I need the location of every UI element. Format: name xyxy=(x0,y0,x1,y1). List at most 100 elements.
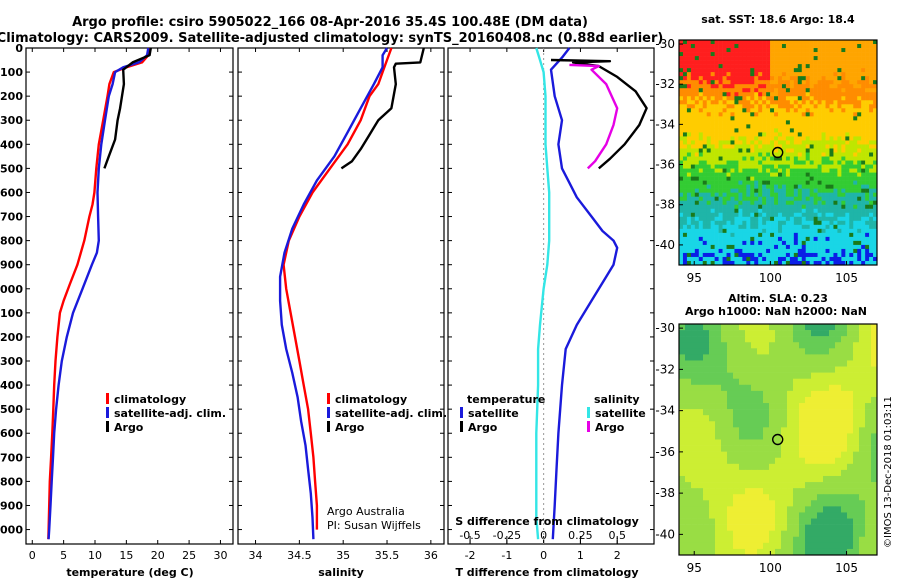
map-cell xyxy=(718,228,723,234)
map-cell xyxy=(746,196,751,202)
map-cell xyxy=(823,336,830,343)
map-cell xyxy=(833,152,838,157)
map-cell xyxy=(801,124,807,129)
map-cell xyxy=(869,180,874,185)
map-cell xyxy=(847,530,854,538)
map-cell xyxy=(751,530,758,538)
map-cell xyxy=(829,116,834,121)
map-cell xyxy=(750,116,755,121)
map-cell xyxy=(734,232,739,238)
map-cell xyxy=(829,104,834,109)
map-cell xyxy=(873,176,878,181)
map-y-tick-label: -32 xyxy=(655,362,675,376)
map-cell xyxy=(734,48,739,53)
map-cell xyxy=(726,68,731,73)
map-cell xyxy=(853,244,858,250)
map-cell xyxy=(821,132,826,137)
map-cell xyxy=(769,384,776,392)
map-cell xyxy=(733,457,740,465)
map-cell xyxy=(865,372,872,380)
map-cell xyxy=(738,88,743,93)
map-cell xyxy=(774,248,779,254)
map-cell xyxy=(718,84,723,89)
map-cell xyxy=(679,518,686,525)
map-cell xyxy=(789,236,795,242)
map-cell xyxy=(801,172,807,177)
map-cell xyxy=(754,152,759,157)
map-cell xyxy=(821,168,826,173)
x-tick-label: 10 xyxy=(88,549,102,562)
map-cell xyxy=(853,500,860,507)
map-cell xyxy=(793,232,799,238)
map-cell xyxy=(679,224,684,230)
map-cell xyxy=(857,112,862,117)
map-cell xyxy=(770,52,775,57)
map-cell xyxy=(809,96,814,101)
map-cell xyxy=(817,40,822,45)
map-cell xyxy=(869,188,874,193)
map-cell xyxy=(750,156,755,161)
map-cell xyxy=(775,421,782,428)
map-cell xyxy=(793,80,799,85)
map-cell xyxy=(849,176,854,181)
map-cell xyxy=(718,80,723,85)
map-cell xyxy=(837,176,842,181)
map-cell xyxy=(710,220,715,226)
map-cell xyxy=(785,120,791,125)
map-cell xyxy=(703,372,710,380)
map-cell xyxy=(861,52,866,57)
map-cell xyxy=(845,156,850,161)
map-cell xyxy=(710,112,715,117)
map-cell xyxy=(738,116,743,121)
map-cell xyxy=(861,48,866,53)
map-cell xyxy=(679,52,684,57)
map-cell xyxy=(859,415,866,422)
map-cell xyxy=(799,372,806,380)
map-cell xyxy=(746,152,751,157)
map-cell xyxy=(805,184,810,189)
map-cell xyxy=(775,512,782,519)
map-cell xyxy=(754,140,759,145)
map-cell xyxy=(849,76,854,81)
map-cell xyxy=(801,116,807,121)
map-cell xyxy=(679,72,684,77)
map-cell xyxy=(733,360,740,367)
map-cell xyxy=(694,252,700,258)
map-cell xyxy=(714,56,719,61)
map-cell xyxy=(709,494,716,501)
map-cell xyxy=(745,488,752,495)
map-cell xyxy=(811,409,818,416)
map-cell xyxy=(739,542,746,550)
map-cell xyxy=(781,88,787,93)
map-cell xyxy=(871,342,878,349)
map-cell xyxy=(853,433,860,440)
map-cell xyxy=(789,64,795,69)
map-cell xyxy=(722,240,727,246)
map-cell xyxy=(833,240,838,246)
map-cell xyxy=(873,84,878,89)
legend-label-satellite: satellite-adj. clim. xyxy=(114,407,226,420)
map-cell xyxy=(813,52,818,57)
map-cell xyxy=(841,421,848,428)
map-cell xyxy=(698,244,704,250)
map-cell xyxy=(817,116,822,121)
map-cell xyxy=(770,112,775,117)
map-cell xyxy=(857,156,862,161)
map-cell xyxy=(702,160,708,165)
map-cell xyxy=(821,108,826,113)
map-cell xyxy=(873,72,878,77)
map-cell xyxy=(694,208,700,214)
depth-tick-label: 1700 xyxy=(0,451,23,464)
map-cell xyxy=(685,463,692,471)
map-cell xyxy=(714,232,719,238)
map-cell xyxy=(873,172,878,177)
map-cell xyxy=(837,96,842,101)
map-cell xyxy=(763,324,770,331)
map-cell xyxy=(869,132,874,137)
map-cell xyxy=(762,64,767,69)
map-cell xyxy=(833,244,838,250)
map-cell xyxy=(697,366,704,373)
map-cell xyxy=(694,188,700,193)
map-cell xyxy=(726,184,731,189)
map-cell xyxy=(837,64,842,69)
